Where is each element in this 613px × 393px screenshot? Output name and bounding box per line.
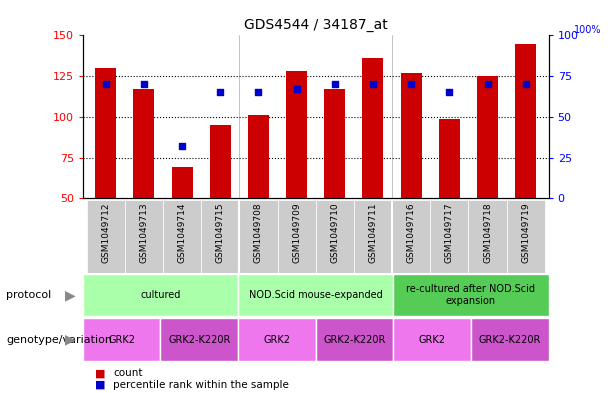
Text: GRK2: GRK2 xyxy=(419,334,446,345)
Point xyxy=(177,143,187,149)
Text: GSM1049716: GSM1049716 xyxy=(406,203,416,263)
Bar xyxy=(430,200,468,273)
Text: GSM1049717: GSM1049717 xyxy=(445,203,454,263)
Text: cultured: cultured xyxy=(140,290,181,300)
Point xyxy=(368,81,378,87)
Bar xyxy=(248,115,269,198)
Bar xyxy=(210,125,230,198)
Bar xyxy=(324,89,345,198)
Text: 100%: 100% xyxy=(574,26,602,35)
Text: NOD.Scid mouse-expanded: NOD.Scid mouse-expanded xyxy=(249,290,383,300)
Bar xyxy=(439,119,460,198)
Bar xyxy=(471,318,549,361)
Text: GSM1049713: GSM1049713 xyxy=(139,203,148,263)
Title: GDS4544 / 34187_at: GDS4544 / 34187_at xyxy=(244,18,387,31)
Text: ■: ■ xyxy=(95,380,105,390)
Bar xyxy=(161,318,238,361)
Bar xyxy=(354,200,392,273)
Bar xyxy=(238,318,316,361)
Bar xyxy=(125,200,163,273)
Text: GSM1049715: GSM1049715 xyxy=(216,203,225,263)
Point xyxy=(254,89,264,95)
Bar xyxy=(316,200,354,273)
Text: GSM1049709: GSM1049709 xyxy=(292,203,301,263)
Bar xyxy=(83,318,161,361)
Point xyxy=(330,81,340,87)
Point xyxy=(482,81,492,87)
Point xyxy=(215,89,225,95)
Text: GRK2: GRK2 xyxy=(108,334,135,345)
Bar xyxy=(316,318,394,361)
Text: ▶: ▶ xyxy=(65,332,76,347)
Bar xyxy=(477,76,498,198)
Point xyxy=(292,86,302,92)
Bar xyxy=(506,200,545,273)
Text: GRK2-K220R: GRK2-K220R xyxy=(168,334,230,345)
Point xyxy=(521,81,531,87)
Text: count: count xyxy=(113,368,143,378)
Bar xyxy=(468,200,506,273)
Text: ▶: ▶ xyxy=(65,288,76,302)
Text: GRK2-K220R: GRK2-K220R xyxy=(479,334,541,345)
Bar xyxy=(239,200,278,273)
Bar xyxy=(163,200,201,273)
Bar xyxy=(394,318,471,361)
Text: GSM1049714: GSM1049714 xyxy=(178,203,186,263)
Text: genotype/variation: genotype/variation xyxy=(6,334,112,345)
Text: GSM1049718: GSM1049718 xyxy=(483,203,492,263)
Point xyxy=(139,81,149,87)
Bar xyxy=(392,200,430,273)
Text: GSM1049710: GSM1049710 xyxy=(330,203,339,263)
Text: percentile rank within the sample: percentile rank within the sample xyxy=(113,380,289,390)
Bar xyxy=(86,200,125,273)
Text: protocol: protocol xyxy=(6,290,51,300)
Bar xyxy=(515,44,536,198)
Text: ■: ■ xyxy=(95,368,105,378)
Bar xyxy=(278,200,316,273)
Bar xyxy=(201,200,239,273)
Bar xyxy=(362,58,384,198)
Text: GSM1049711: GSM1049711 xyxy=(368,203,378,263)
Bar xyxy=(172,167,192,198)
Text: GSM1049708: GSM1049708 xyxy=(254,203,263,263)
Bar xyxy=(83,274,238,316)
Text: GSM1049719: GSM1049719 xyxy=(521,203,530,263)
Bar xyxy=(95,68,116,198)
Bar xyxy=(401,73,422,198)
Text: GRK2-K220R: GRK2-K220R xyxy=(323,334,386,345)
Text: re-cultured after NOD.Scid
expansion: re-cultured after NOD.Scid expansion xyxy=(406,285,536,306)
Bar xyxy=(394,274,549,316)
Bar xyxy=(286,71,307,198)
Point xyxy=(406,81,416,87)
Text: GRK2: GRK2 xyxy=(264,334,291,345)
Point xyxy=(101,81,110,87)
Point xyxy=(444,89,454,95)
Bar xyxy=(238,274,394,316)
Text: GSM1049712: GSM1049712 xyxy=(101,203,110,263)
Bar xyxy=(134,89,154,198)
